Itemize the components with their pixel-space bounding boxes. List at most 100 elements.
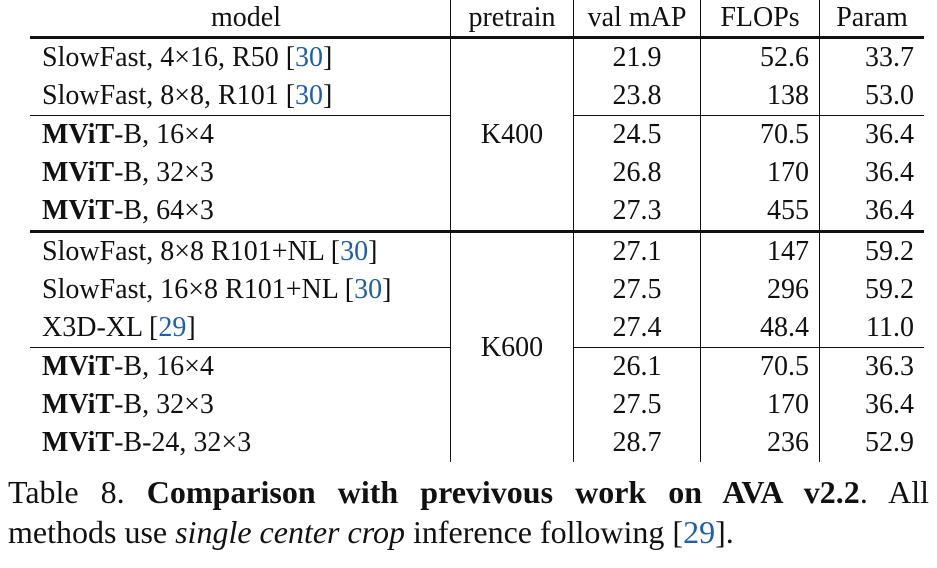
val-map-cell: 26.8 (573, 154, 701, 192)
flops-cell: 70.5 (700, 347, 820, 386)
caption-line-2: methods use single center crop inference… (8, 512, 929, 552)
model-name: SlowFast, 8×8 R101+NL [ (42, 236, 341, 267)
param-cell: 11.0 (819, 309, 924, 348)
pretrain-cell: K600 (450, 230, 574, 462)
model-name: -B, 32×3 (114, 157, 214, 188)
citation-bracket: ] (382, 274, 392, 305)
param-cell: 33.7 (819, 37, 924, 77)
param-cell: 36.4 (819, 154, 924, 192)
model-name: -B-24, 32×3 (114, 427, 252, 458)
table-row: SlowFast, 4×16, R50 [30] K400 21.9 52.6 33.7 (30, 37, 924, 232)
citation-link[interactable]: 29 (158, 312, 187, 343)
citation-bracket: ] (323, 80, 333, 111)
header-model: model (30, 0, 451, 39)
model-cell: MViT-B, 64×3 (30, 192, 451, 232)
table-row: MViT-B, 16×4 24.5 70.5 36.4 (30, 115, 924, 154)
model-name-bold: MViT (42, 351, 115, 382)
model-cell: X3D-XL [29] (30, 309, 451, 348)
flops-cell: 138 (700, 77, 820, 116)
flops-cell: 52.6 (700, 37, 820, 77)
flops-cell: 170 (700, 386, 820, 424)
val-map-cell: 26.1 (573, 347, 701, 386)
param-cell: 59.2 (819, 230, 924, 271)
table-row: MViT-B, 16×4 26.1 70.5 36.3 (30, 347, 924, 386)
caption-line-1: Table 8. Comparison with previvous work … (8, 472, 929, 512)
model-name-bold: MViT (42, 389, 115, 420)
caption-text-a: methods use (8, 514, 176, 550)
param-cell: 52.9 (819, 424, 924, 462)
citation-link[interactable]: 30 (340, 236, 369, 267)
param-cell: 36.3 (819, 347, 924, 386)
caption-italic: single center crop (175, 514, 405, 550)
param-cell: 53.0 (819, 77, 924, 116)
model-name-bold: MViT (42, 119, 115, 150)
model-name: SlowFast, 16×8 R101+NL [ (42, 274, 355, 305)
param-cell: 36.4 (819, 192, 924, 232)
flops-cell: 70.5 (700, 115, 820, 154)
model-name-bold: MViT (42, 427, 115, 458)
citation-bracket: ] (323, 42, 333, 73)
citation-bracket: ] (368, 236, 378, 267)
val-map-cell: 27.5 (573, 271, 701, 309)
citation-bracket: ] (186, 312, 196, 343)
param-cell: 59.2 (819, 271, 924, 309)
flops-cell: 147 (700, 230, 820, 271)
caption-text-c: ]. (715, 514, 734, 550)
val-map-cell: 23.8 (573, 77, 701, 116)
citation-link[interactable]: 30 (295, 80, 324, 111)
caption-citation-link[interactable]: 29 (683, 514, 716, 550)
val-map-cell: 27.1 (573, 230, 701, 271)
model-cell: SlowFast, 16×8 R101+NL [30] (30, 271, 451, 309)
model-name: -B, 32×3 (114, 389, 214, 420)
model-name-bold: MViT (42, 157, 115, 188)
results-table: model pretrain val mAP FLOPs Param SlowF… (30, 0, 924, 462)
param-cell: 36.4 (819, 115, 924, 154)
caption-label: Table 8. (8, 474, 125, 510)
table-row: MViT-B, 32×3 26.8 170 36.4 (30, 154, 924, 192)
table-row: MViT-B-24, 32×3 28.7 236 52.9 (30, 424, 924, 462)
model-name: SlowFast, 4×16, R50 [ (42, 42, 296, 73)
flops-cell: 48.4 (700, 309, 820, 348)
model-cell: MViT-B, 16×4 (30, 115, 451, 154)
table-row: X3D-XL [29] 27.4 48.4 11.0 (30, 309, 924, 348)
model-cell: SlowFast, 4×16, R50 [30] (30, 38, 451, 78)
model-name-bold: MViT (42, 195, 115, 226)
val-map-cell: 28.7 (573, 424, 701, 462)
flops-cell: 296 (700, 271, 820, 309)
val-map-cell: 24.5 (573, 115, 701, 154)
caption-title: Comparison with previvous work on AVA v2… (146, 474, 860, 510)
caption-line1-tail: . All (859, 474, 930, 510)
model-cell: MViT-B, 32×3 (30, 154, 451, 192)
table-row: SlowFast, 8×8 R101+NL [30] K600 27.1 147 59.… (30, 230, 924, 462)
flops-cell: 170 (700, 154, 820, 192)
caption-text-b: inference following [ (404, 514, 684, 550)
model-cell: MViT-B, 16×4 (30, 347, 451, 386)
model-name: -B, 64×3 (114, 195, 214, 226)
model-name: X3D-XL [ (42, 312, 159, 343)
citation-link[interactable]: 30 (354, 274, 383, 305)
val-map-cell: 27.3 (573, 192, 701, 232)
header-val-map: val mAP (573, 0, 701, 39)
model-cell: SlowFast, 8×8, R101 [30] (30, 77, 451, 116)
flops-cell: 236 (700, 424, 820, 462)
model-cell: MViT-B-24, 32×3 (30, 424, 451, 462)
val-map-cell: 21.9 (573, 37, 701, 77)
param-cell: 36.4 (819, 386, 924, 424)
table-row: SlowFast, 16×8 R101+NL [30] 27.5 296 59.2 (30, 271, 924, 309)
model-cell: SlowFast, 8×8 R101+NL [30] (30, 230, 451, 271)
citation-link[interactable]: 30 (295, 42, 324, 73)
table-body: SlowFast, 4×16, R50 [30] K400 21.9 52.6 33.7… (30, 37, 924, 462)
model-name: -B, 16×4 (114, 351, 214, 382)
header-pretrain: pretrain (450, 0, 574, 39)
header-param: Param (819, 0, 924, 39)
model-cell: MViT-B, 32×3 (30, 386, 451, 424)
flops-cell: 455 (700, 192, 820, 232)
pretrain-cell: K400 (450, 37, 574, 232)
table-header-row: model pretrain val mAP FLOPs Param (30, 0, 924, 39)
header-flops: FLOPs (700, 0, 820, 39)
val-map-cell: 27.5 (573, 386, 701, 424)
val-map-cell: 27.4 (573, 309, 701, 348)
model-name: -B, 16×4 (114, 119, 214, 150)
model-name: SlowFast, 8×8, R101 [ (42, 80, 296, 111)
table-row: MViT-B, 64×3 27.3 455 36.4 (30, 192, 924, 232)
